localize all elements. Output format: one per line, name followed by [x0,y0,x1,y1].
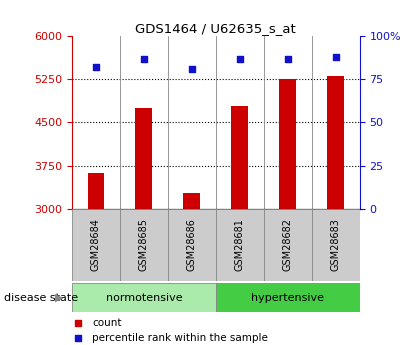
Point [74,320,81,325]
Text: ▶: ▶ [55,293,64,303]
Bar [72,283,216,312]
Point [189,66,195,72]
Bar [312,209,360,281]
Point [332,54,339,60]
Bar [327,77,344,209]
Bar [216,209,264,281]
Bar [88,173,104,209]
Bar [120,209,168,281]
Point [74,335,81,341]
Text: GSM28683: GSM28683 [331,218,341,272]
Text: GSM28686: GSM28686 [187,218,197,272]
Bar [279,79,296,209]
Text: GSM28682: GSM28682 [283,218,293,272]
Text: GSM28685: GSM28685 [139,218,149,272]
Point [92,65,99,70]
Bar [216,283,360,312]
Text: disease state: disease state [4,293,78,303]
Bar [72,209,120,281]
Point [236,56,243,61]
Text: count: count [92,318,122,328]
Bar [136,108,152,209]
Bar [168,209,216,281]
Title: GDS1464 / U62635_s_at: GDS1464 / U62635_s_at [135,22,296,35]
Text: percentile rank within the sample: percentile rank within the sample [92,333,268,343]
Bar [264,209,312,281]
Point [284,56,291,61]
Text: GSM28684: GSM28684 [91,218,101,272]
Bar [183,193,200,209]
Point [141,56,147,61]
Bar [231,106,248,209]
Text: GSM28681: GSM28681 [235,218,245,272]
Text: hypertensive: hypertensive [251,293,324,303]
Text: normotensive: normotensive [106,293,182,303]
